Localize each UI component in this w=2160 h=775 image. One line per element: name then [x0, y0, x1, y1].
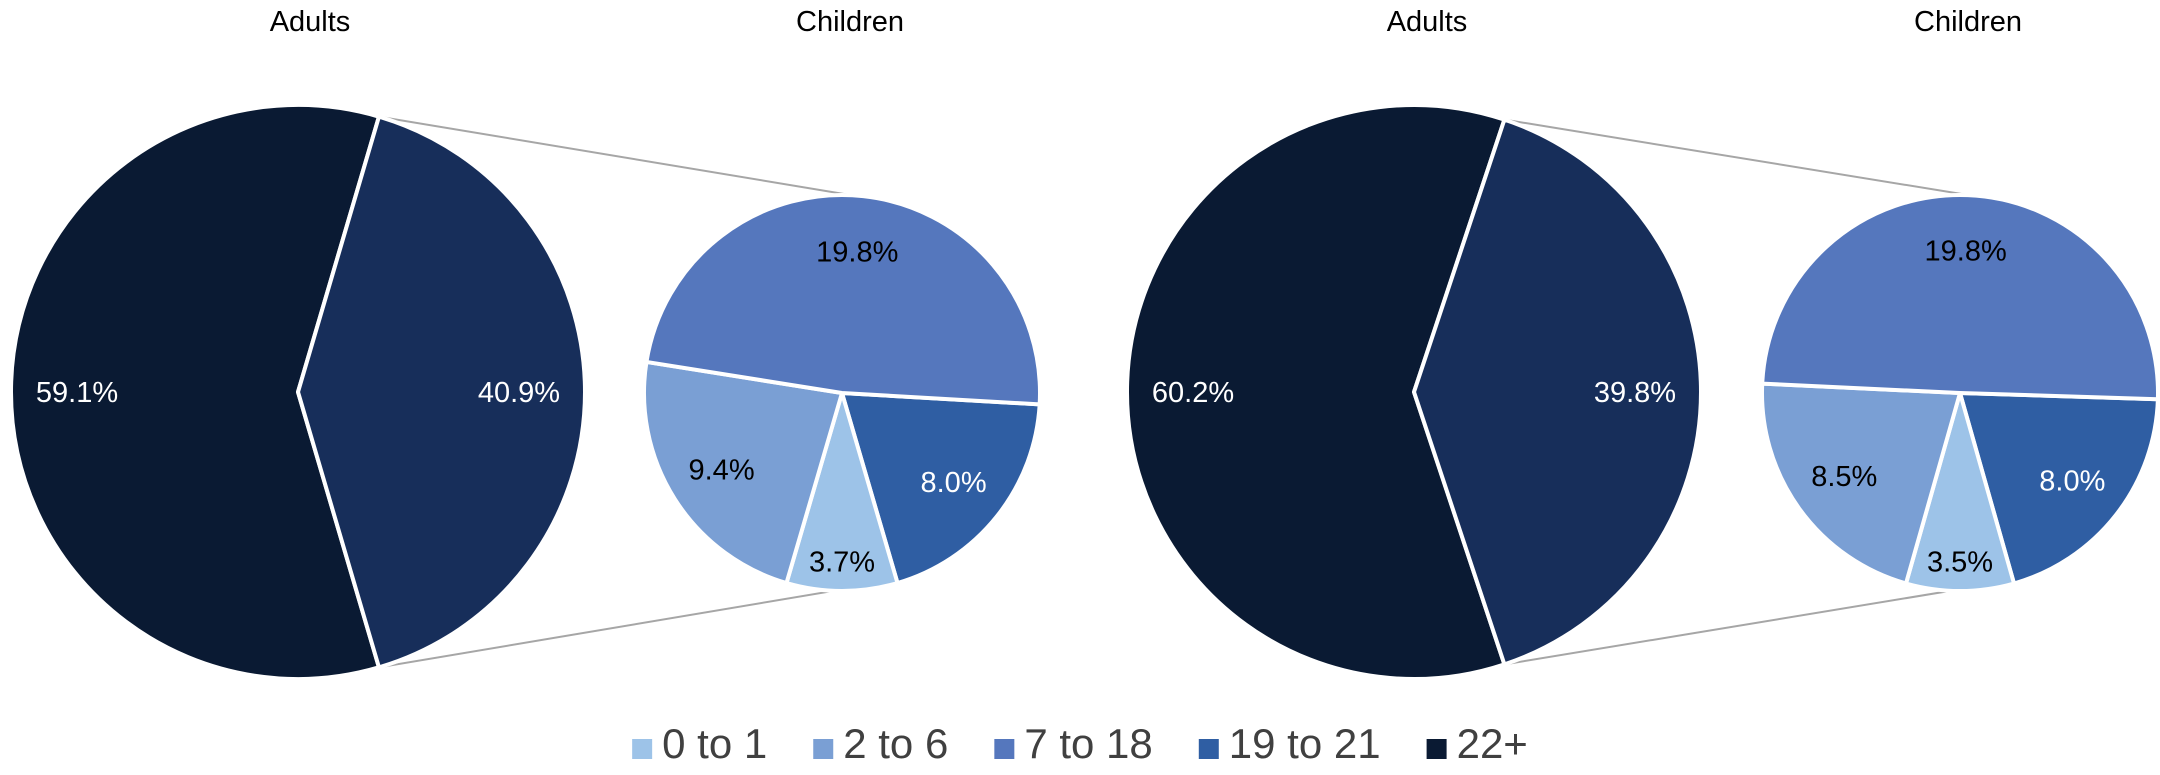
- children-slice-0-to-1: [784, 391, 900, 594]
- children-label-19-to-21: 8.0%: [921, 467, 987, 499]
- adults-slice-22plus: [9, 103, 381, 681]
- children-label-7-to-18: 19.8%: [1925, 236, 2007, 268]
- children-slice-2-to-6: [642, 359, 844, 586]
- legend-swatch-7-to-18: [994, 739, 1015, 759]
- legend-label-22plus: 22+: [1457, 720, 1528, 767]
- children-label-19-to-21: 8.0%: [2039, 466, 2105, 498]
- adults-slice-children: [296, 114, 587, 670]
- connector-line-top: [378, 115, 863, 198]
- adults-label-children: 39.8%: [1594, 377, 1676, 409]
- children-slice-19-to-21: [840, 391, 1042, 586]
- adults-label-children: 40.9%: [478, 377, 560, 409]
- children-label-0-to-1: 3.7%: [809, 546, 875, 578]
- connector-line-bottom: [1504, 580, 2011, 666]
- adults-label-22plus: 59.1%: [36, 377, 118, 409]
- connector-line-bottom: [378, 580, 893, 669]
- children-title: Children: [796, 6, 904, 38]
- legend-swatch-2-to-6: [813, 739, 834, 759]
- children-slice-19-to-21: [1958, 391, 2160, 586]
- children-slice-7-to-18: [644, 193, 1042, 407]
- connector-line-top: [1504, 118, 1981, 198]
- legend-label-19-to-21: 19 to 21: [1229, 720, 1381, 767]
- adults-title: Adults: [1387, 6, 1468, 38]
- adults-slice-22plus: [1125, 103, 1507, 681]
- legend-label-2-to-6: 2 to 6: [843, 720, 948, 767]
- children-slice-7-to-18: [1760, 192, 2160, 402]
- children-slice-0-to-1: [1903, 391, 2017, 593]
- chart-panel-2: Adults Children 60.2% 39.8% 8.0% 3.5% 8.5% 19.8…: [1125, 6, 2160, 681]
- legend-swatch-0-to-1: [632, 739, 653, 759]
- children-slice-2-to-6: [1760, 381, 1962, 586]
- children-label-2-to-6: 8.5%: [1811, 461, 1877, 493]
- legend-label-0-to-1: 0 to 1: [662, 720, 767, 767]
- chart-panel-1: Adults Children 59.1% 40.9% 8.0% 3.7% 9.4% 19.8…: [9, 6, 1042, 681]
- adults-label-22plus: 60.2%: [1152, 377, 1234, 409]
- legend-label-7-to-18: 7 to 18: [1024, 720, 1152, 767]
- children-title: Children: [1914, 6, 2022, 38]
- legend-swatch-22plus: [1426, 739, 1447, 759]
- legend-swatch-19-to-21: [1198, 739, 1219, 759]
- children-label-7-to-18: 19.8%: [816, 236, 898, 268]
- adults-title: Adults: [270, 6, 351, 38]
- adults-slice-children: [1412, 117, 1703, 667]
- children-label-2-to-6: 9.4%: [689, 454, 755, 486]
- children-label-0-to-1: 3.5%: [1927, 546, 1993, 578]
- legend: 0 to 1 2 to 6 7 to 18 19 to 21 22+: [632, 720, 1528, 767]
